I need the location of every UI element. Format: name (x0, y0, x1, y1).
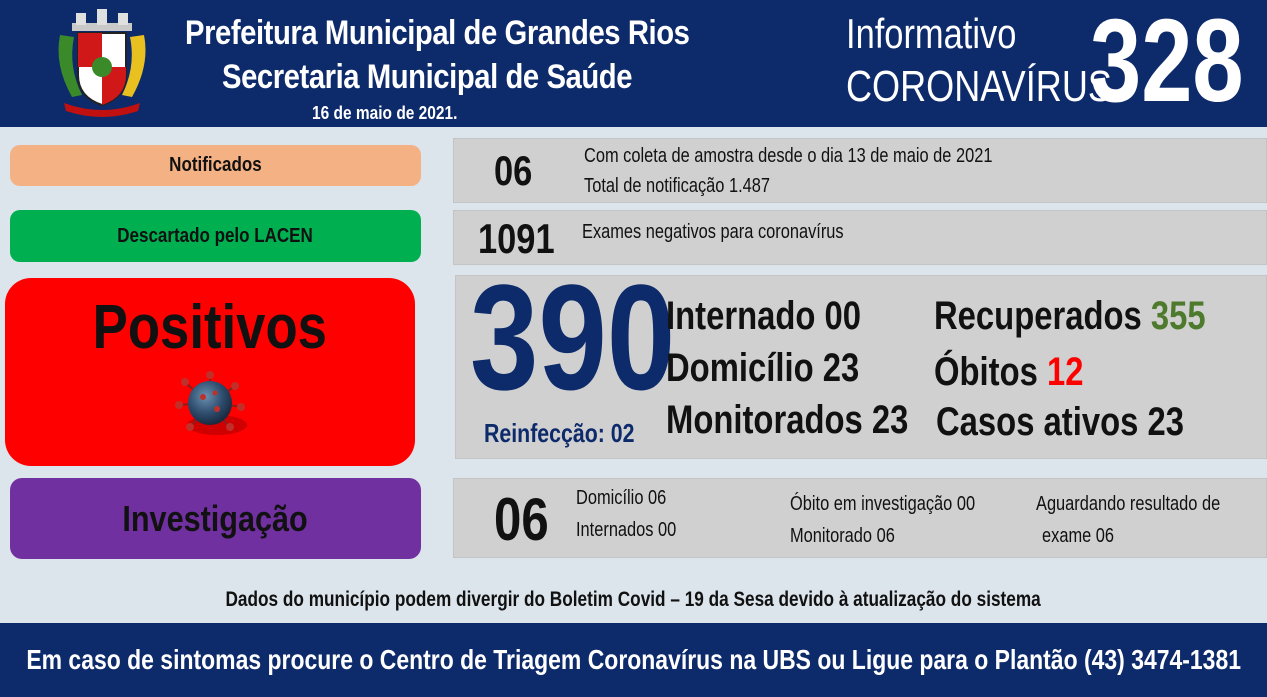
header-date: 16 de maio de 2021. (312, 103, 458, 123)
inv-obito: Óbito em investigação 00 (790, 493, 976, 515)
obitos-label: Óbitos (934, 350, 1038, 394)
disclaimer-note: Dados do município podem divergir do Bol… (0, 588, 1267, 612)
positivos-pill: Positivos (5, 278, 415, 466)
notificados-count: 06 (494, 147, 533, 194)
notificados-line2: Total de notificação 1.487 (584, 175, 770, 197)
reinfeccao-text: Reinfecção: 02 (484, 418, 635, 448)
obitos-stat: Óbitos 12 (934, 350, 1083, 395)
inv-monitorado: Monitorado 06 (790, 525, 895, 547)
inv-aguardando-line2: exame 06 (1042, 525, 1115, 547)
positivos-panel (455, 275, 1267, 459)
header-informativo: Informativo (846, 10, 1017, 57)
disclaimer-text: Dados do município podem divergir do Bol… (225, 588, 1042, 611)
descartados-label: Descartado pelo LACEN (117, 224, 314, 247)
casos-ativos-stat: Casos ativos 23 (936, 400, 1184, 444)
header-banner: Prefeitura Municipal de Grandes Rios Sec… (0, 0, 1267, 127)
header-title-secretaria: Secretaria Municipal de Saúde (222, 58, 633, 96)
positivos-label: Positivos (92, 293, 328, 362)
positivos-count: 390 (470, 253, 676, 421)
bulletin-number: 328 (1090, 0, 1244, 127)
inv-aguardando-line1: Aguardando resultado de (1036, 493, 1221, 515)
obitos-value: 12 (1046, 350, 1084, 394)
domicilio-stat: Domicílio 23 (666, 346, 860, 390)
header-coronavirus: CORONAVÍRUS (846, 62, 1112, 111)
inv-internados: Internados 00 (576, 519, 677, 541)
internado-stat: Internado 00 (666, 294, 862, 338)
notificados-label: Notificados (169, 154, 262, 176)
coronavirus-icon (175, 371, 247, 435)
notificados-panel: 06 Com coleta de amostra desde o dia 13 … (453, 138, 1267, 203)
descartados-count: 1091 (478, 215, 555, 262)
footer-banner: Em caso de sintomas procure o Centro de … (0, 623, 1267, 697)
recuperados-stat: Recuperados 355 (934, 294, 1206, 339)
recuperados-label: Recuperados (934, 294, 1142, 338)
inv-domicilio: Domicílio 06 (576, 487, 667, 509)
footer-contact-text: Em caso de sintomas procure o Centro de … (26, 644, 1241, 675)
investigacao-count: 06 (494, 486, 549, 553)
notificados-pill: Notificados (10, 145, 421, 186)
investigacao-panel: 06 Domicílio 06 Internados 00 Óbito em i… (453, 478, 1267, 558)
investigacao-pill: Investigação (10, 478, 421, 559)
descartados-text: Exames negativos para coronavírus (582, 221, 844, 243)
recuperados-value: 355 (1150, 294, 1206, 338)
investigacao-label: Investigação (122, 497, 309, 539)
descartados-pill: Descartado pelo LACEN (10, 210, 421, 262)
header-title-prefeitura: Prefeitura Municipal de Grandes Rios (185, 14, 690, 52)
notificados-line1: Com coleta de amostra desde o dia 13 de … (584, 145, 993, 167)
municipal-coat-of-arms-icon (58, 9, 146, 117)
monitorados-stat: Monitorados 23 (666, 398, 909, 442)
